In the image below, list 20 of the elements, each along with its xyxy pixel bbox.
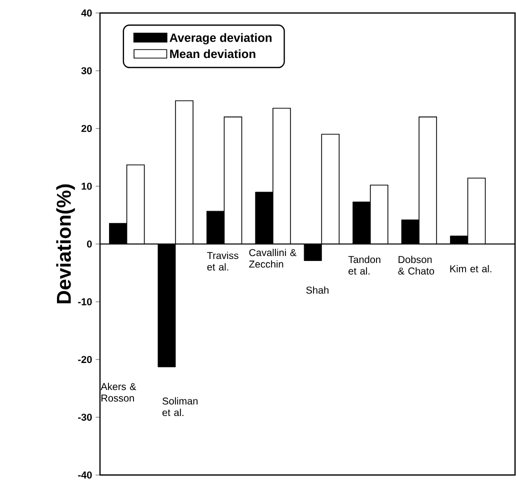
y-tick-label: 20 xyxy=(81,124,92,132)
x-tick-label: Shah xyxy=(306,286,328,294)
x-tick-label: Tandon et al. xyxy=(348,256,380,275)
y-tick-label: -20 xyxy=(78,356,92,364)
x-tick-label: Kim et al. xyxy=(450,264,492,272)
y-tick-label: 40 xyxy=(81,9,92,17)
y-tick-label: 10 xyxy=(82,182,92,190)
x-tick-label: Dobson & Chato xyxy=(398,256,434,275)
y-tick-label: -40 xyxy=(78,471,92,479)
legend-label: Mean deviation xyxy=(170,49,256,58)
x-tick-label: Soliman et al. xyxy=(162,397,198,416)
x-tick-label: Cavallini & Zecchin xyxy=(249,248,296,268)
y-tick-label: -30 xyxy=(78,414,92,421)
y-tick-label: 30 xyxy=(81,67,92,74)
y-tick-label: -10 xyxy=(78,298,92,306)
legend-label: Average deviation xyxy=(170,33,272,44)
y-axis-title: Deviation(%) xyxy=(56,184,75,304)
x-tick-label: Traviss et al. xyxy=(207,252,238,271)
x-tick-label: Akers & Rosson xyxy=(100,382,136,402)
y-tick-label: 0 xyxy=(87,240,92,248)
